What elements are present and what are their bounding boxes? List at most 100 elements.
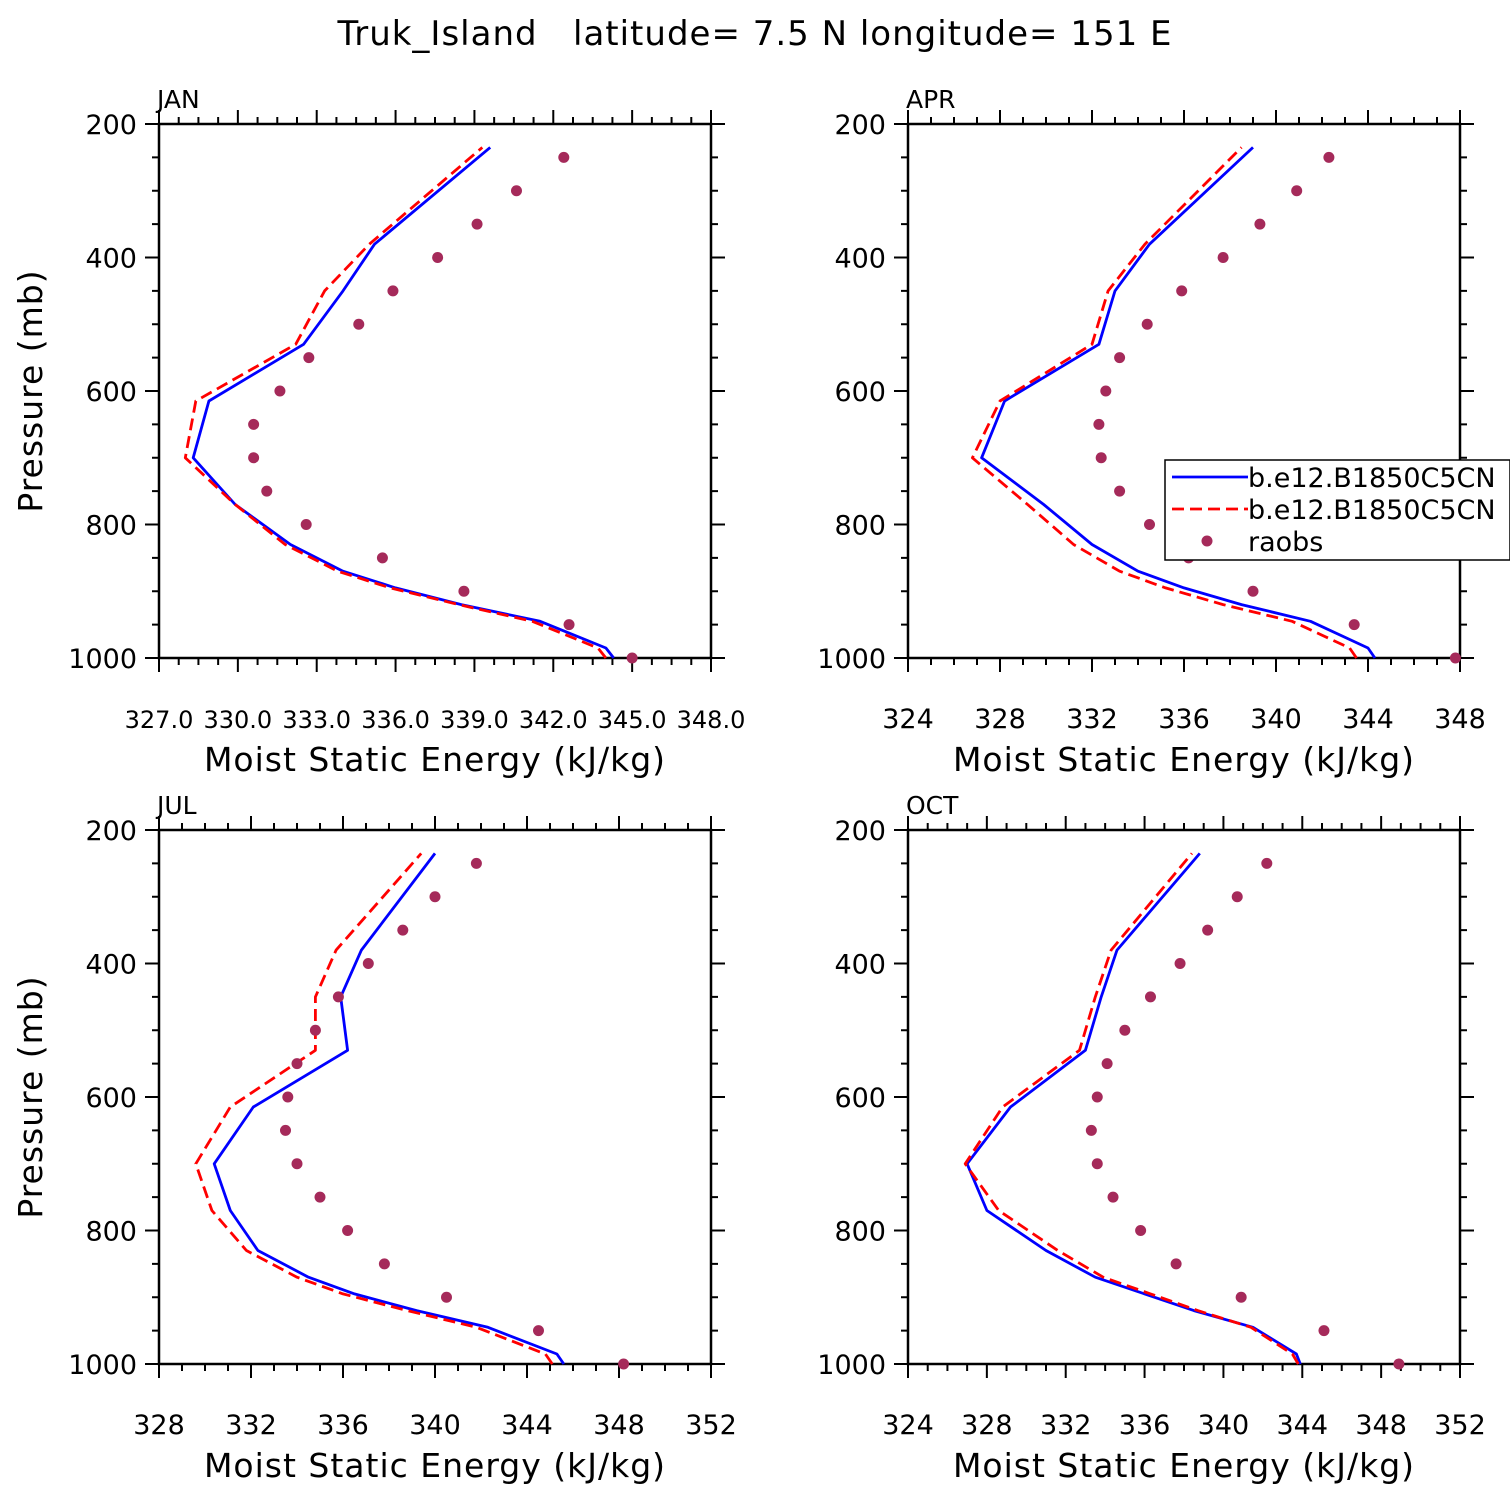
raobs-point [303, 352, 315, 364]
x-tick-label: 328 [974, 704, 1026, 735]
raobs-point [261, 485, 273, 497]
raobs-point [291, 1158, 303, 1170]
raobs-point [387, 285, 399, 297]
series-line-dashed [963, 852, 1300, 1365]
raobs-point [1135, 1225, 1147, 1236]
x-tick-label: 344 [1342, 704, 1394, 735]
series-line-solid [980, 146, 1377, 659]
y-tick-label: 200 [834, 110, 886, 141]
raobs-point [1141, 318, 1153, 330]
raobs-point [618, 1358, 630, 1370]
x-axis-title: Moist Static Energy (kJ/kg) [204, 1446, 666, 1485]
y-tick-label: 400 [85, 244, 137, 275]
x-tick-label: 340 [1250, 704, 1302, 735]
raobs-point [1202, 924, 1214, 936]
panels: 200 400 600 800 1000 327.0 330.0 333.0 336.0 339.… [11, 85, 1486, 1485]
y-tick-label: 600 [834, 1083, 886, 1114]
panel-oct: 200 400 600 800 1000 324 328 332 336 340 344 348 352… [817, 791, 1485, 1485]
raobs-point [1261, 857, 1273, 869]
raobs-point [1217, 252, 1229, 263]
raobs-point [1176, 285, 1188, 297]
x-tick-label: 333.0 [282, 706, 351, 734]
raobs-point [274, 385, 286, 397]
raobs-point [314, 1191, 326, 1203]
raobs-point [1107, 1191, 1119, 1203]
y-axis-title: Pressure (mb) [11, 975, 50, 1218]
series-line-dashed [194, 852, 554, 1365]
x-tick-label: 345.0 [598, 706, 667, 734]
x-axis-title: Moist Static Energy (kJ/kg) [204, 740, 666, 779]
raobs-point [432, 252, 444, 263]
series-line-dashed [183, 146, 607, 659]
series-line-solid [191, 146, 615, 659]
raobs-point [1291, 185, 1303, 197]
raobs-point [309, 1024, 321, 1036]
x-tick-label: 332 [1066, 704, 1118, 735]
raobs-point [1170, 1258, 1182, 1270]
raobs-point [332, 991, 344, 1003]
raobs-point [1254, 218, 1266, 230]
x-tick-label: 336 [317, 1410, 369, 1441]
series-line-solid [965, 852, 1302, 1365]
panel-label: JAN [155, 85, 200, 114]
y-tick-label: 800 [85, 511, 137, 542]
y-tick-label: 400 [834, 244, 886, 275]
x-tick-label: 336 [1158, 704, 1210, 735]
raobs-point [626, 652, 638, 664]
raobs-point [1247, 585, 1259, 597]
y-tick-label: 800 [85, 1217, 137, 1248]
panel-jul: 200 400 600 800 1000 328 332 336 340 344 348 352 JUL… [11, 791, 737, 1485]
raobs-point [470, 857, 482, 869]
y-tick-label: 400 [85, 950, 137, 981]
raobs-point [1091, 1091, 1103, 1103]
raobs-point [1318, 1325, 1330, 1337]
x-tick-label: 344 [501, 1410, 553, 1441]
legend-label: b.e12.B1850C5CN [1248, 463, 1496, 494]
raobs-point [510, 185, 522, 197]
plot-frame [157, 122, 713, 660]
x-tick-label: 332 [225, 1410, 277, 1441]
panel-label: APR [906, 85, 956, 114]
raobs-point [471, 218, 483, 230]
x-tick-label: 348 [593, 1410, 645, 1441]
panel-jan: 200 400 600 800 1000 327.0 330.0 333.0 336.0 339.… [11, 85, 745, 779]
x-tick-label: 328 [133, 1410, 185, 1441]
x-axis-title: Moist Static Energy (kJ/kg) [953, 740, 1415, 779]
raobs-point [1174, 958, 1186, 969]
raobs-point [397, 924, 409, 936]
raobs-point [1085, 1124, 1097, 1136]
raobs-point [248, 418, 260, 430]
x-tick-label: 352 [1434, 1410, 1486, 1441]
raobs-point [1235, 1291, 1247, 1303]
x-tick-label: 339.0 [440, 706, 509, 734]
raobs-point [1091, 1158, 1103, 1170]
y-tick-label: 1000 [68, 644, 137, 675]
y-tick-label: 200 [834, 816, 886, 847]
x-tick-label: 348.0 [677, 706, 746, 734]
x-tick-label: 340 [409, 1410, 461, 1441]
raobs-point [1119, 1024, 1131, 1036]
figure-title: Truk_Island latitude= 7.5 N longitude= 1… [336, 14, 1172, 54]
x-tick-label: 330.0 [203, 706, 272, 734]
raobs-point [1095, 452, 1107, 464]
y-tick-label: 800 [834, 1217, 886, 1248]
x-tick-label: 352 [685, 1410, 737, 1441]
raobs-point [291, 1058, 303, 1070]
y-tick-label: 600 [85, 1083, 137, 1114]
y-tick-label: 600 [834, 377, 886, 408]
panel-apr: 200 400 600 800 1000 324 328 332 336 340 344 348 APR… [817, 85, 1485, 779]
plot-frame [157, 828, 713, 1366]
raobs-point [458, 585, 470, 597]
x-tick-label: 336.0 [361, 706, 430, 734]
y-tick-label: 800 [834, 511, 886, 542]
y-tick-label: 400 [834, 950, 886, 981]
y-tick-label: 200 [85, 816, 137, 847]
y-tick-label: 1000 [817, 1350, 886, 1381]
x-tick-label: 332 [1040, 1410, 1092, 1441]
raobs-point [376, 552, 388, 564]
raobs-point [1323, 151, 1335, 163]
raobs-point [1231, 891, 1243, 903]
raobs-point [378, 1258, 390, 1270]
raobs-point [1348, 619, 1360, 631]
